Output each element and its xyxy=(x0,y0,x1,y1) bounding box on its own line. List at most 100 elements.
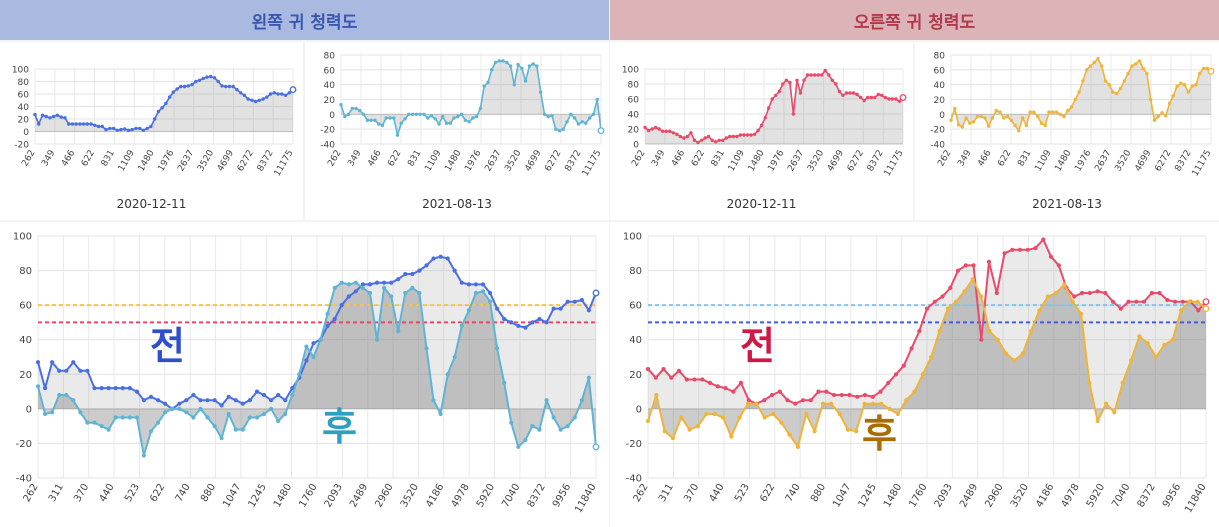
chart-panel-right-compare: 100 80 60 40 20 0 -20 -40 262 311 370 440 523 622 740 8… xyxy=(610,222,1219,527)
data-point xyxy=(467,120,471,124)
data-point xyxy=(894,97,898,101)
data-point xyxy=(692,138,697,142)
data-point xyxy=(113,415,118,420)
data-point xyxy=(742,133,746,137)
x-tick-label: 1047 xyxy=(831,482,853,510)
data-point xyxy=(692,377,697,382)
data-point xyxy=(78,368,83,373)
data-point xyxy=(276,418,281,424)
data-point xyxy=(240,427,245,432)
data-point xyxy=(459,280,464,285)
x-tick-label: 4186 xyxy=(1034,482,1056,510)
data-point xyxy=(706,134,711,139)
data-point xyxy=(164,101,168,106)
data-point xyxy=(544,320,549,325)
data-point xyxy=(1095,418,1100,424)
data-point xyxy=(824,389,829,394)
data-point xyxy=(671,131,675,135)
x-tick-label: 262 xyxy=(632,482,651,504)
data-point xyxy=(684,377,689,382)
data-point xyxy=(233,427,238,432)
x-tick-label: 1480 xyxy=(882,482,904,510)
data-point xyxy=(812,73,817,77)
data-point xyxy=(866,95,870,100)
y-tick-label: 40 xyxy=(18,103,30,113)
data-point xyxy=(272,91,276,95)
data-point xyxy=(675,132,679,136)
y-tick-label: 100 xyxy=(13,232,32,243)
data-point xyxy=(478,106,483,111)
data-point xyxy=(40,113,45,118)
data-point xyxy=(912,389,917,394)
x-tick-label: 8372 xyxy=(866,149,886,174)
x-tick-label: 2637 xyxy=(1093,149,1113,174)
data-point xyxy=(452,354,457,360)
x-tick-label: 2960 xyxy=(373,482,395,510)
data-point xyxy=(1066,108,1070,113)
data-point xyxy=(745,401,750,406)
x-tick-label: 1760 xyxy=(907,482,929,510)
data-point xyxy=(970,277,975,282)
x-tick-label: 3520 xyxy=(1009,482,1031,510)
data-point xyxy=(171,90,175,94)
data-point xyxy=(120,386,125,391)
data-point xyxy=(1162,342,1167,347)
data-point xyxy=(289,86,297,94)
data-point xyxy=(269,406,274,411)
x-tick-label: 370 xyxy=(682,482,701,504)
data-point xyxy=(134,415,139,420)
data-point xyxy=(191,392,196,398)
data-point xyxy=(226,411,231,417)
data-point xyxy=(177,401,182,406)
data-point xyxy=(480,289,486,294)
x-tick-label: 440 xyxy=(98,482,117,504)
data-point xyxy=(731,134,736,139)
y-tick-label: 0 xyxy=(633,141,639,151)
data-point xyxy=(219,436,224,441)
data-point xyxy=(557,129,562,133)
data-point xyxy=(437,122,441,126)
data-point xyxy=(1072,294,1077,299)
data-point xyxy=(746,398,751,403)
x-tick-label: 831 xyxy=(406,149,423,169)
data-point xyxy=(530,320,535,325)
y-tick-label: 20 xyxy=(18,116,30,126)
x-tick-label: 9956 xyxy=(1161,482,1183,510)
data-point xyxy=(235,87,239,92)
data-point xyxy=(426,116,430,120)
x-tick-label: 1976 xyxy=(766,148,786,173)
data-point xyxy=(283,411,288,417)
data-point xyxy=(558,427,563,432)
data-point xyxy=(979,337,984,342)
data-point xyxy=(167,95,172,99)
data-point xyxy=(954,299,959,304)
data-point xyxy=(932,299,937,304)
data-point xyxy=(787,432,792,437)
data-point xyxy=(55,113,60,118)
data-point xyxy=(153,117,157,121)
data-point xyxy=(738,380,744,385)
x-tick-label: 1480 xyxy=(137,148,157,173)
data-point xyxy=(1043,123,1047,128)
data-point xyxy=(960,125,964,129)
data-point xyxy=(1005,114,1010,119)
data-point xyxy=(1207,67,1215,75)
data-point xyxy=(59,115,63,119)
data-point xyxy=(1079,311,1084,316)
data-point xyxy=(350,106,354,111)
data-point xyxy=(377,122,381,126)
data-point xyxy=(689,131,693,135)
data-point xyxy=(382,280,387,285)
data-point xyxy=(466,282,471,287)
x-tick-label: 622 xyxy=(80,149,97,169)
data-point xyxy=(802,78,806,82)
data-point xyxy=(550,114,554,118)
data-point xyxy=(873,95,877,100)
data-point xyxy=(820,73,824,77)
data-point xyxy=(987,124,991,128)
x-tick-label: 262 xyxy=(22,482,41,504)
x-tick-label: 11175 xyxy=(273,149,296,179)
data-point xyxy=(70,122,75,126)
